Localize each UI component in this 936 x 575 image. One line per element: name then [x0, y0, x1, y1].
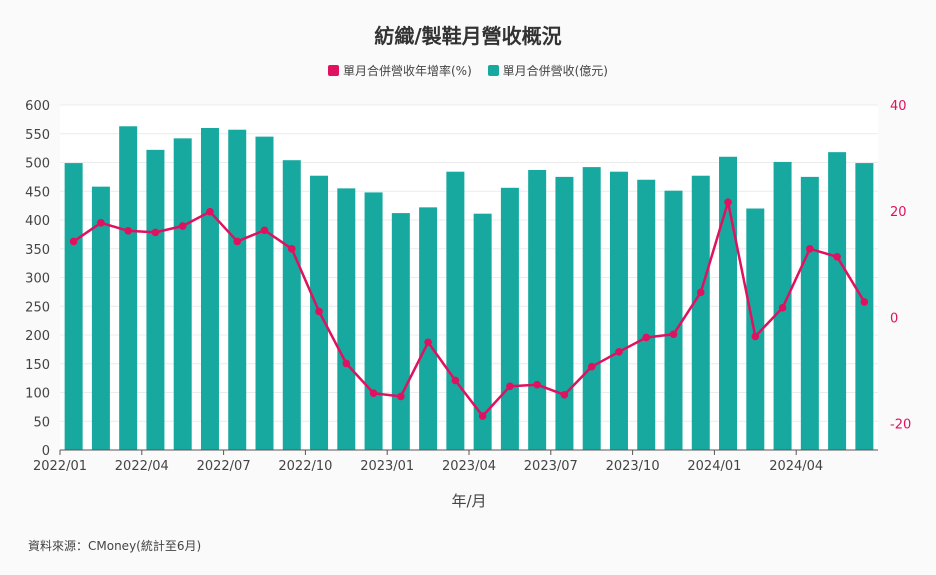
y-left-tick-label: 200 — [25, 329, 50, 344]
bar — [609, 171, 628, 450]
legend-swatch-bar — [487, 65, 499, 76]
bar — [419, 207, 438, 450]
yoy-point — [615, 348, 623, 356]
yoy-point — [778, 303, 787, 312]
legend-label-revenue: 單月合併營收(億元) — [502, 64, 608, 78]
bar — [446, 171, 465, 450]
yoy-point — [506, 382, 514, 391]
yoy-point — [724, 198, 732, 206]
yoy-point — [151, 228, 160, 237]
bar — [173, 138, 192, 450]
bar — [528, 169, 547, 450]
y-left-tick-label: 550 — [25, 128, 50, 143]
y-right-tick-label: 20 — [890, 205, 907, 220]
bar — [746, 208, 765, 450]
y-left-tick-label: 350 — [25, 243, 50, 258]
yoy-point — [315, 307, 323, 316]
legend-swatch-line — [328, 65, 339, 76]
bar — [582, 167, 601, 450]
y-left-tick-label: 100 — [25, 387, 50, 402]
bar — [391, 213, 410, 450]
bar — [255, 136, 274, 450]
x-tick-label: 2023/07 — [524, 459, 578, 474]
x-tick-label: 2022/04 — [115, 459, 169, 474]
legend-label-yoy: 單月合併營收年增率(%) — [343, 64, 472, 78]
yoy-point — [669, 330, 678, 339]
y-left-tick-label: 50 — [33, 415, 50, 430]
bar — [91, 186, 110, 450]
yoy-line — [72, 200, 866, 418]
bar — [691, 175, 710, 450]
bar — [855, 163, 874, 450]
legend: 單月合併營收年增率(%) 單月合併營收(億元) — [0, 62, 936, 79]
bar — [637, 179, 656, 450]
bar — [64, 163, 83, 450]
x-tick-label: 2024/01 — [687, 459, 741, 474]
y-left-tick-label: 600 — [25, 99, 50, 114]
x-tick-label: 2022/01 — [33, 459, 87, 474]
x-tick-label: 2023/10 — [606, 459, 660, 474]
yoy-point — [260, 226, 269, 235]
y-left-tick-label: 150 — [25, 358, 50, 373]
bar — [119, 126, 138, 451]
yoy-point — [397, 392, 405, 401]
yoy-point — [206, 207, 214, 216]
chart-title: 紡織/製鞋月營收概況 — [374, 24, 562, 48]
x-tick-label: 2023/04 — [442, 459, 496, 474]
yoy-point — [124, 226, 132, 235]
x-tick-label: 2024/04 — [769, 459, 823, 474]
yoy-point — [424, 338, 432, 347]
y-left-tick-label: 400 — [25, 214, 50, 229]
bar — [473, 213, 492, 450]
y-left-tick-label: 250 — [25, 300, 50, 315]
bar — [200, 128, 219, 450]
yoy-point — [369, 389, 378, 398]
source-note: 資料來源：CMoney(統計至6月) — [28, 539, 202, 553]
legend-item-revenue[interactable]: 單月合併營收(億元) — [487, 62, 608, 79]
y-left-tick-label: 0 — [42, 444, 50, 459]
bar — [500, 187, 519, 451]
bar — [664, 190, 683, 451]
bar — [364, 192, 383, 450]
yoy-point — [178, 222, 187, 230]
x-tick-label: 2022/10 — [278, 459, 332, 474]
legend-item-yoy[interactable]: 單月合併營收年增率(%) — [328, 62, 472, 79]
bar — [800, 176, 819, 450]
yoy-point — [833, 252, 841, 261]
yoy-point — [69, 237, 78, 246]
yoy-point — [451, 376, 460, 385]
yoy-point — [587, 362, 596, 371]
yoy-point — [342, 359, 351, 368]
x-tick-label: 2022/07 — [197, 459, 251, 474]
yoy-point — [533, 380, 541, 389]
yoy-point — [806, 245, 814, 253]
yoy-point — [97, 219, 105, 227]
yoy-point — [560, 391, 569, 399]
y-right-tick-label: 40 — [890, 99, 907, 114]
y-left-tick-label: 300 — [25, 272, 50, 287]
y-right-tick-label: -20 — [890, 417, 911, 432]
yoy-point — [287, 245, 296, 253]
bar — [228, 129, 247, 450]
bar — [555, 176, 574, 450]
y-left-tick-label: 500 — [25, 157, 50, 172]
y-left-tick-label: 450 — [25, 185, 50, 200]
yoy-point — [478, 412, 487, 420]
yoy-point — [751, 332, 760, 341]
yoy-point — [860, 298, 869, 306]
bar — [337, 188, 356, 450]
bar — [828, 152, 847, 450]
yoy-point — [233, 237, 242, 246]
yoy-point — [642, 333, 651, 342]
x-tick-label: 2023/01 — [360, 459, 414, 474]
bar — [282, 160, 301, 450]
x-axis-title: 年/月 — [451, 492, 486, 510]
yoy-point — [696, 288, 705, 297]
y-right-tick-label: 0 — [890, 311, 898, 326]
bar — [146, 149, 165, 450]
